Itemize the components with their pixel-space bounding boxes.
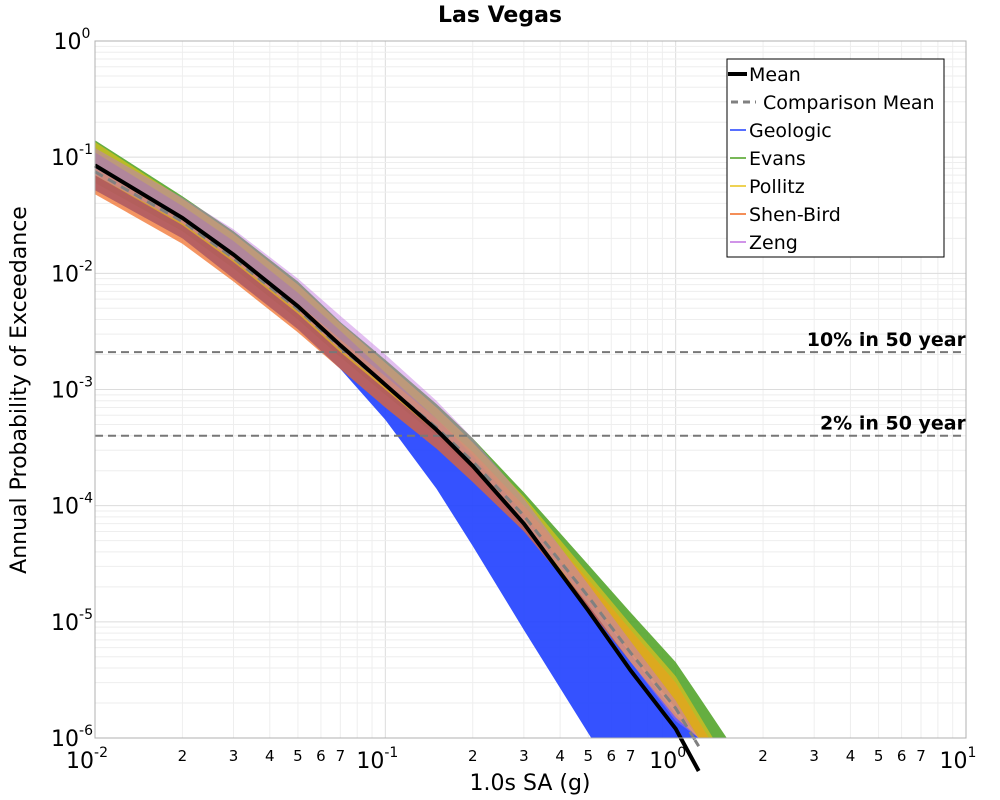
- x-minor-tick-label: 3: [229, 747, 239, 765]
- plot-frame: [94, 40, 967, 739]
- legend-label-geologic: Geologic: [749, 120, 832, 142]
- x-minor-tick-label: 7: [626, 747, 636, 765]
- x-tick-label: 100: [649, 745, 686, 774]
- reference-line-label: 2% in 50 year: [820, 413, 967, 435]
- x-minor-tick-label: 5: [583, 747, 593, 765]
- reference-lines: 10% in 50 year 2% in 50 year: [95, 329, 967, 437]
- series-lines: [93, 163, 701, 772]
- y-axis-label: Annual Probability of Exceedance: [7, 206, 32, 574]
- legend: Mean Comparison Mean Geologic Evans Pollitz S…: [726, 58, 945, 258]
- legend-label-pollitz: Pollitz: [749, 176, 805, 198]
- legend-box: [726, 58, 945, 258]
- y-tick-label: 10-2: [51, 258, 93, 287]
- x-tick-label: 10-2: [66, 745, 108, 774]
- comparison-mean-line: [94, 170, 700, 747]
- y-tick-label: 10-5: [51, 607, 93, 636]
- x-minor-tick-label: 2: [468, 747, 478, 765]
- legend-label-evans: Evans: [749, 148, 806, 170]
- y-tick-label: 10-3: [51, 375, 93, 404]
- x-minor-tick-label: 7: [336, 747, 346, 765]
- x-minor-tick-label: 2: [758, 747, 768, 765]
- y-tick-label: 10-4: [51, 491, 93, 520]
- x-minor-tick-label: 5: [874, 747, 884, 765]
- x-minor-tick-label: 6: [897, 747, 907, 765]
- x-minor-tick-label: 4: [846, 747, 856, 765]
- reference-line-label: 10% in 50 year: [807, 329, 967, 351]
- x-tick-label: 10-1: [356, 745, 398, 774]
- series-bands: [95, 140, 727, 738]
- x-minor-tick-label: 3: [519, 747, 529, 765]
- x-minor-tick-label: 6: [606, 747, 616, 765]
- x-minor-tick-label: 7: [916, 747, 926, 765]
- chart-title: Las Vegas: [438, 3, 562, 28]
- mean-line: [93, 163, 701, 772]
- x-minor-tick-label: 4: [555, 747, 565, 765]
- legend-label-shen-bird: Shen-Bird: [749, 204, 841, 226]
- x-minor-tick-label: 6: [316, 747, 326, 765]
- legend-label-zeng: Zeng: [749, 232, 798, 254]
- y-tick-label: 100: [54, 26, 91, 55]
- y-tick-label: 10-1: [51, 142, 93, 171]
- band-geologic: [95, 152, 699, 738]
- x-minor-tick-label: 4: [265, 747, 275, 765]
- y-tick-label: 10-6: [51, 723, 93, 752]
- x-axis-label: 1.0s SA (g): [470, 771, 591, 796]
- legend-label-comparison-mean: Comparison Mean: [763, 92, 935, 114]
- band-zeng: [95, 148, 699, 738]
- x-tick-label: 101: [940, 745, 977, 774]
- x-minor-tick-label: 3: [809, 747, 819, 765]
- legend-label-mean: Mean: [749, 64, 801, 86]
- x-minor-tick-label: 2: [178, 747, 188, 765]
- x-minor-tick-label: 5: [293, 747, 303, 765]
